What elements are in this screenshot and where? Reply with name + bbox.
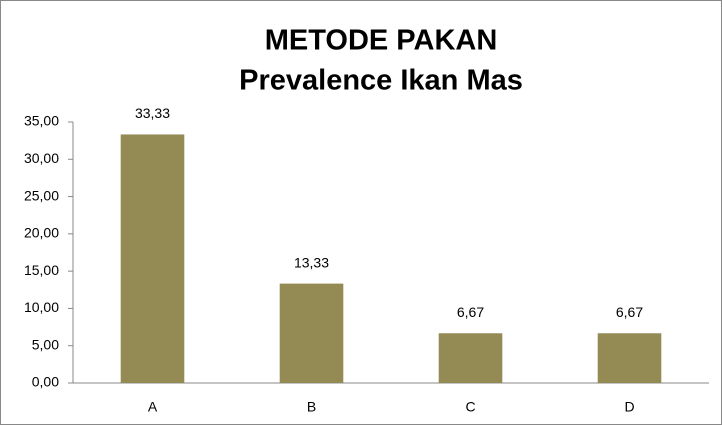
x-tick-label: A: [148, 399, 158, 415]
data-label: 13,33: [294, 254, 329, 270]
y-tick-label: 25,00: [24, 187, 59, 203]
y-tick-label: 15,00: [24, 262, 59, 278]
bar: [120, 134, 185, 383]
x-tick-label: C: [465, 399, 475, 415]
chart-subtitle: Prevalence Ikan Mas: [239, 65, 523, 97]
bar: [597, 333, 662, 383]
chart-title: METODE PAKAN: [265, 25, 498, 57]
bar: [279, 283, 344, 383]
y-tick-label: 30,00: [24, 150, 59, 166]
y-tick-label: 0,00: [32, 374, 59, 390]
x-tick-label: D: [624, 399, 634, 415]
y-tick-label: 5,00: [32, 336, 59, 352]
y-tick-label: 20,00: [24, 225, 59, 241]
y-tick-label: 35,00: [24, 113, 59, 129]
data-label: 33,33: [135, 105, 170, 121]
bar: [438, 333, 503, 383]
data-label: 6,67: [616, 304, 643, 320]
data-label: 6,67: [457, 304, 484, 320]
x-tick-label: B: [307, 399, 316, 415]
y-tick-label: 10,00: [24, 299, 59, 315]
